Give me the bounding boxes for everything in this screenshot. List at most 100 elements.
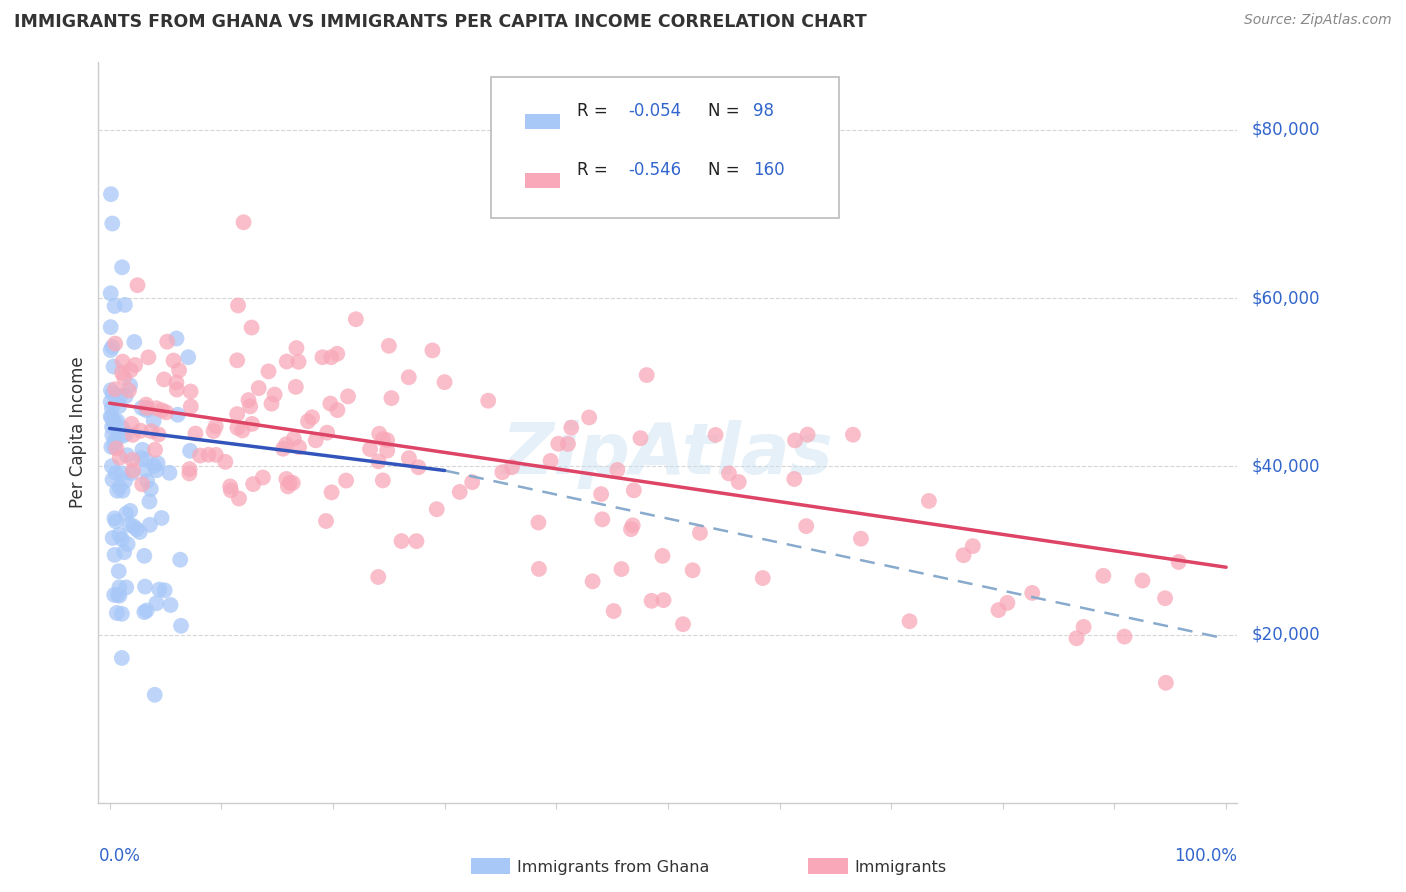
Text: Immigrants from Ghana: Immigrants from Ghana	[517, 860, 710, 874]
Point	[100, 410, 122, 425]
Point	[108, 450, 131, 465]
Point	[118, 517, 141, 532]
Point	[134, 605, 156, 619]
Point	[153, 583, 176, 598]
Point	[103, 359, 125, 374]
Point	[136, 401, 159, 415]
Point	[226, 407, 249, 421]
Point	[135, 398, 157, 412]
Point	[103, 588, 125, 602]
Point	[578, 410, 600, 425]
Point	[100, 383, 122, 397]
Point	[105, 414, 128, 428]
Point	[547, 436, 569, 450]
Point	[995, 596, 1018, 610]
Point	[408, 460, 430, 475]
Point	[285, 341, 308, 355]
Point	[111, 366, 134, 380]
Point	[689, 525, 711, 540]
Point	[117, 537, 139, 551]
Point	[100, 343, 122, 357]
Point	[141, 424, 163, 438]
Point	[271, 442, 294, 456]
Text: R =: R =	[576, 161, 613, 178]
Point	[232, 215, 254, 229]
Text: Source: ZipAtlas.com: Source: ZipAtlas.com	[1244, 13, 1392, 28]
Point	[179, 443, 201, 458]
Point	[138, 351, 160, 365]
FancyBboxPatch shape	[491, 78, 839, 218]
Point	[165, 376, 187, 390]
Point	[202, 424, 225, 438]
Text: 0.0%: 0.0%	[98, 847, 141, 865]
Point	[122, 519, 145, 533]
Point	[101, 531, 124, 545]
Point	[121, 417, 143, 431]
FancyBboxPatch shape	[526, 113, 560, 129]
Point	[321, 485, 343, 500]
Text: 100.0%: 100.0%	[1174, 847, 1237, 865]
Point	[794, 519, 817, 533]
Point	[124, 334, 146, 349]
Point	[557, 437, 579, 451]
Point	[281, 475, 304, 490]
Point	[359, 442, 381, 456]
Point	[101, 459, 124, 474]
Point	[297, 414, 319, 428]
Point	[155, 405, 177, 419]
Point	[311, 350, 333, 364]
Point	[962, 539, 984, 553]
Point	[226, 353, 249, 368]
Point	[114, 298, 136, 312]
Point	[101, 340, 124, 354]
Point	[398, 451, 420, 466]
Point	[315, 514, 337, 528]
Point	[115, 448, 138, 462]
Point	[987, 603, 1010, 617]
Point	[214, 455, 236, 469]
Point	[100, 187, 122, 202]
Text: $40,000: $40,000	[1251, 458, 1320, 475]
Point	[1154, 591, 1177, 606]
Point	[560, 420, 582, 434]
Point	[918, 494, 941, 508]
Point	[143, 458, 166, 473]
Point	[159, 598, 181, 612]
Point	[375, 433, 398, 447]
Point	[704, 428, 727, 442]
Point	[129, 424, 152, 438]
Point	[301, 410, 323, 425]
Point	[326, 403, 349, 417]
Point	[146, 456, 169, 470]
Point	[138, 494, 160, 508]
Point	[204, 448, 226, 462]
Point	[115, 426, 138, 441]
Point	[752, 571, 775, 585]
Point	[143, 688, 166, 702]
Point	[108, 389, 131, 403]
Point	[159, 466, 181, 480]
Point	[100, 409, 122, 424]
Point	[101, 217, 124, 231]
Point	[337, 389, 360, 403]
Point	[682, 563, 704, 577]
Point	[114, 474, 136, 488]
Point	[104, 382, 127, 396]
Text: R =: R =	[576, 102, 613, 120]
Point	[121, 453, 143, 467]
Point	[108, 580, 131, 594]
Point	[277, 479, 299, 493]
Point	[204, 419, 226, 434]
Point	[652, 593, 675, 607]
Point	[651, 549, 673, 563]
Point	[305, 434, 328, 448]
Point	[180, 384, 202, 399]
Text: N =: N =	[707, 161, 745, 178]
Point	[461, 475, 484, 490]
Point	[105, 442, 128, 456]
Point	[375, 443, 398, 458]
Point	[143, 442, 166, 457]
Point	[391, 534, 413, 549]
Point	[344, 312, 367, 326]
Point	[135, 463, 157, 477]
